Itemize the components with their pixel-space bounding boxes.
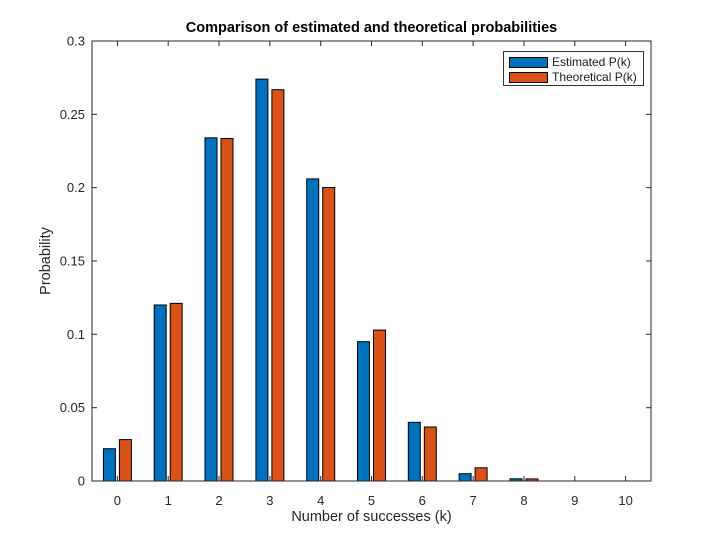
- x-tick-label: 6: [419, 493, 426, 508]
- y-tick-label: 0: [78, 474, 85, 489]
- bar-theoretical-k1: [169, 302, 183, 482]
- legend-label-theoretical: Theoretical P(k): [552, 70, 637, 84]
- bar-theoretical-k7: [474, 467, 488, 482]
- x-tick-label: 0: [114, 493, 121, 508]
- chart-title: Comparison of estimated and theoretical …: [185, 20, 558, 36]
- y-tick-label: 0.1: [67, 327, 85, 342]
- y-tick-label: 0.05: [60, 400, 85, 415]
- x-axis-label: Number of successes (k): [291, 509, 452, 525]
- bar-estimated-k0: [102, 448, 116, 482]
- x-tick-label: 4: [317, 493, 324, 508]
- bar-theoretical-k5: [373, 329, 386, 482]
- bar-theoretical-k2: [220, 138, 234, 482]
- legend-item-estimated: Estimated P(k): [509, 55, 643, 69]
- bar-estimated-k4: [306, 178, 320, 482]
- bar-estimated-k2: [204, 137, 218, 482]
- bar-estimated-k7: [458, 473, 472, 482]
- x-tick-label: 3: [266, 493, 273, 508]
- y-tick-label: 0.25: [60, 107, 85, 122]
- bar-estimated-k5: [357, 341, 370, 482]
- bar-theoretical-k4: [322, 187, 336, 482]
- bar-estimated-k6: [407, 421, 421, 482]
- bar-theoretical-k3: [271, 89, 285, 482]
- x-tick-label: 8: [520, 493, 527, 508]
- y-tick-label: 0.3: [67, 34, 85, 49]
- bar-estimated-k1: [153, 304, 167, 482]
- bar-theoretical-k0: [118, 439, 132, 482]
- x-tick-label: 5: [368, 493, 375, 508]
- x-tick-label: 10: [618, 493, 632, 508]
- x-tick-label: 7: [469, 493, 476, 508]
- legend-swatch-theoretical: [509, 71, 548, 83]
- x-tick-label: 1: [165, 493, 172, 508]
- legend-label-estimated: Estimated P(k): [552, 55, 631, 69]
- bar-estimated-k3: [255, 78, 269, 482]
- y-tick-label: 0.2: [67, 180, 85, 195]
- bar-theoretical-k6: [423, 426, 437, 482]
- legend-box: Estimated P(k) Theoretical P(k): [503, 51, 644, 86]
- x-tick-label: 9: [571, 493, 578, 508]
- legend-item-theoretical: Theoretical P(k): [509, 70, 643, 84]
- y-tick-label: 0.15: [60, 254, 85, 269]
- legend-swatch-estimated: [509, 56, 548, 68]
- x-tick-label: 2: [215, 493, 222, 508]
